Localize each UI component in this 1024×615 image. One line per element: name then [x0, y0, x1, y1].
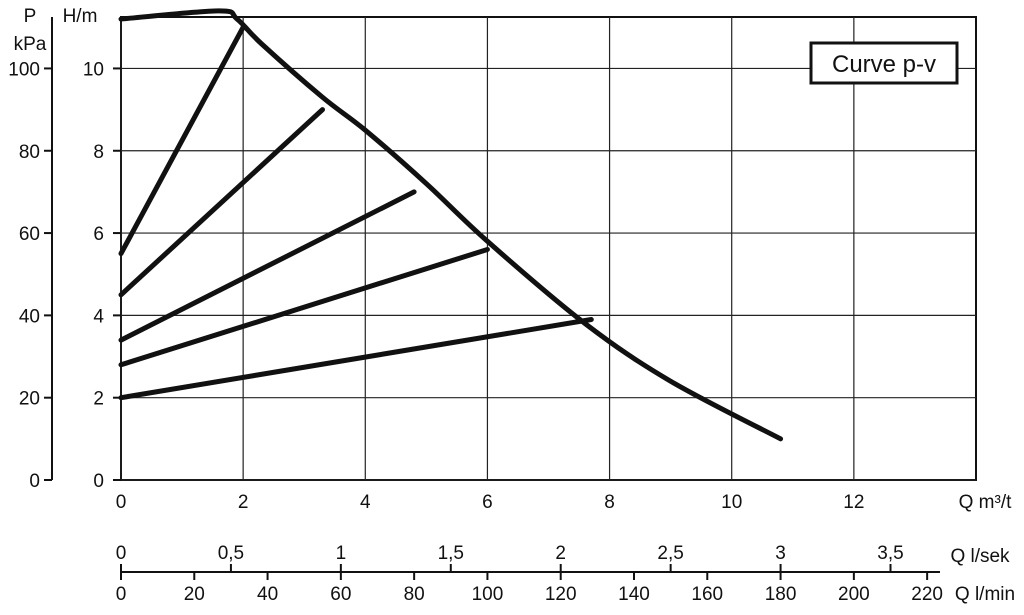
system-curve-3 — [118, 189, 417, 343]
flow-ls-tick-label: 1,5 — [438, 543, 464, 564]
flow-ls-tick-label: 0,5 — [218, 543, 244, 564]
x-tick-label-m3h: 10 — [721, 492, 742, 513]
system-curve-5 — [118, 317, 594, 401]
flow-lmin-axis-label: Q l/min — [955, 584, 1015, 605]
flow-lmin-tick-label: 100 — [472, 584, 504, 605]
flow-ls-tick-label: 1 — [336, 543, 347, 564]
head-tick-label: 0 — [93, 471, 104, 492]
x-tick-label-m3h: 6 — [482, 492, 493, 513]
flow-lmin-tick-label: 220 — [911, 584, 943, 605]
pressure-tick-label: 0 — [29, 471, 40, 492]
flow-lmin-tick-label: 0 — [116, 584, 127, 605]
head-axis-label: H/m — [63, 6, 98, 27]
flow-m3h-axis-label: Q m³/t — [959, 492, 1012, 513]
system-curve-2 — [118, 107, 325, 298]
pressure-tick-label: 40 — [19, 306, 40, 327]
system-curve-1 — [118, 24, 246, 257]
head-tick-label: 10 — [83, 59, 104, 80]
pressure-tick-label: 80 — [19, 142, 40, 163]
flow-lmin-tick-label: 40 — [257, 584, 278, 605]
plot-frame — [120, 16, 977, 481]
x-tick-label-m3h: 2 — [238, 492, 249, 513]
chart-title: Curve p-v — [832, 51, 936, 78]
flow-lmin-tick-label: 140 — [618, 584, 650, 605]
curves — [118, 8, 784, 442]
pressure-tick-label: 20 — [19, 389, 40, 410]
flow-ls-tick-label: 2 — [555, 543, 566, 564]
head-tick-label: 6 — [93, 224, 104, 245]
flow-lmin-tick-label: 120 — [545, 584, 577, 605]
flow-ls-tick-label: 3 — [775, 543, 786, 564]
flow-lmin-tick-label: 200 — [838, 584, 870, 605]
envelope-curve — [118, 8, 784, 442]
flow-ls-axis-label: Q l/sek — [950, 546, 1010, 567]
flow-lmin-tick-label: 60 — [330, 584, 351, 605]
pressure-axis-label-kpa: kPa — [14, 34, 47, 55]
legend-box: Curve p-v — [809, 41, 959, 85]
flow-lmin-tick-label: 160 — [691, 584, 723, 605]
head-tick-label: 8 — [93, 142, 104, 163]
x-tick-label-m3h: 8 — [604, 492, 615, 513]
pressure-axis-label-p: P — [24, 6, 37, 27]
head-tick-label: 2 — [93, 389, 104, 410]
grid — [120, 16, 977, 481]
x-tick-label-m3h: 4 — [360, 492, 371, 513]
flow-ls-tick-label: 3,5 — [877, 543, 903, 564]
flow-ls-tick-label: 0 — [116, 543, 127, 564]
x-tick-label-m3h: 0 — [116, 492, 127, 513]
system-curve-4 — [118, 247, 490, 368]
head-tick-label: 4 — [93, 306, 104, 327]
x-tick-label-m3h: 12 — [843, 492, 864, 513]
pressure-tick-label: 60 — [19, 224, 40, 245]
flow-lmin-tick-label: 20 — [184, 584, 205, 605]
pressure-tick-label: 100 — [8, 59, 40, 80]
flow-ls-tick-label: 2,5 — [657, 543, 683, 564]
flow-lmin-tick-label: 80 — [404, 584, 425, 605]
flow-lmin-tick-label: 180 — [765, 584, 797, 605]
